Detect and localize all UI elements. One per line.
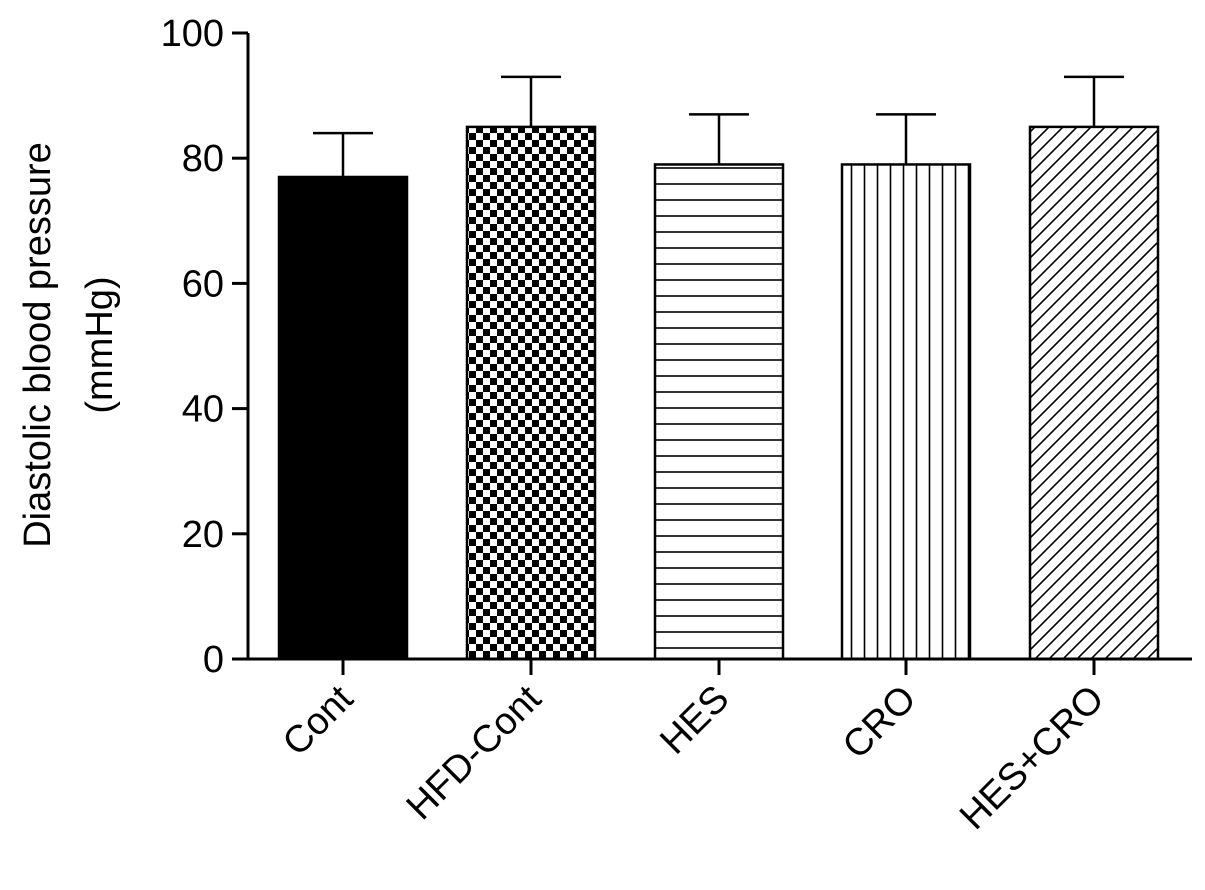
x-tick-label: HES [652,678,737,763]
y-tick-label: 40 [182,389,224,431]
bar [840,163,972,661]
bar-group-cont [277,131,409,661]
y-tick-label: 60 [182,263,224,305]
bar [1028,125,1160,661]
x-axis: Cont HFD-Cont HES CRO HES+CRO [248,657,1192,838]
y-tick-label: 20 [182,514,224,556]
bar [653,163,785,661]
y-tick-label: 100 [161,13,224,55]
x-tick-label: HES+CRO [952,678,1112,838]
y-axis: 0 20 40 60 80 100 [161,13,250,681]
y-tick-label: 0 [203,639,224,681]
y-axis-label-line-1: Diastolic blood pressure [17,142,59,548]
bar-group-hfd-cont [465,75,597,661]
x-tick-label: Cont [275,677,362,764]
bar-group-hes-cro [1028,75,1160,661]
bar [465,125,597,661]
y-axis-label: Diastolic blood pressure (mmHg) [17,142,121,548]
y-tick-label: 80 [182,138,224,180]
x-tick-label: HFD-Cont [399,677,550,828]
bar [277,175,409,661]
y-axis-label-line-2: (mmHg) [79,276,121,413]
bars-group [277,75,1160,661]
bar-group-cro [840,113,972,661]
x-tick-label: CRO [835,678,924,767]
bar-group-hes [653,113,785,661]
